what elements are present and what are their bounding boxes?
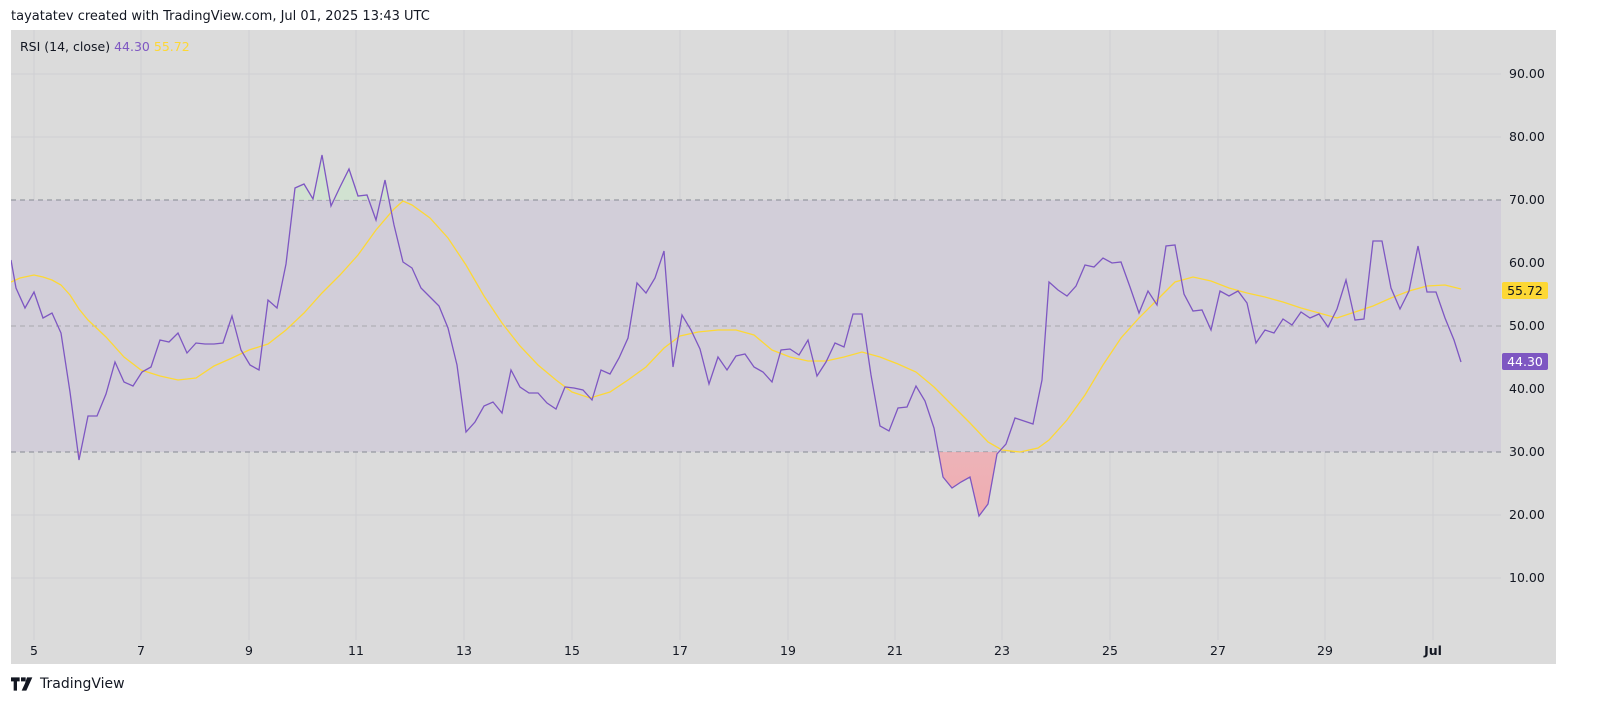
chart-caption: tayatatev created with TradingView.com, … xyxy=(11,9,430,24)
x-tick-label: 11 xyxy=(348,643,364,658)
brand-label: TradingView xyxy=(40,676,125,692)
indicator-name: RSI (14, close) xyxy=(20,39,111,54)
y-tick-label: 90.00 xyxy=(1509,66,1545,81)
x-tick-label: 19 xyxy=(780,643,796,658)
ma-value: 55.72 xyxy=(153,39,190,54)
y-tick-label: 40.00 xyxy=(1509,381,1545,396)
y-tick-label: 20.00 xyxy=(1509,507,1545,522)
x-tick-label: 5 xyxy=(30,643,38,658)
y-tick-label: 70.00 xyxy=(1509,192,1545,207)
x-tick-label: 15 xyxy=(564,643,580,658)
y-tick-label: 10.00 xyxy=(1509,570,1545,585)
y-tick-label: 60.00 xyxy=(1509,255,1545,270)
rsi-ma-line xyxy=(11,200,1462,453)
x-tick-label: 13 xyxy=(456,643,472,658)
tradingview-logo-icon xyxy=(11,677,33,691)
y-tick-label: 80.00 xyxy=(1509,129,1545,144)
x-tick-label: 17 xyxy=(672,643,688,658)
y-tick-label: 50.00 xyxy=(1509,318,1545,333)
ma-last-value-badge: 55.72 xyxy=(1502,282,1548,299)
y-tick-label: 30.00 xyxy=(1509,444,1545,459)
x-tick-label: 25 xyxy=(1102,643,1118,658)
x-tick-label: Jul xyxy=(1424,643,1442,658)
x-tick-label: 9 xyxy=(245,643,253,658)
rsi-line xyxy=(11,154,1462,518)
tradingview-branding[interactable]: TradingView xyxy=(11,676,125,692)
x-tick-label: 29 xyxy=(1317,643,1333,658)
x-tick-label: 21 xyxy=(887,643,903,658)
rsi-value: 44.30 xyxy=(114,39,150,54)
rsi-last-value-badge: 44.30 xyxy=(1502,353,1548,370)
x-tick-label: 23 xyxy=(994,643,1010,658)
indicator-legend[interactable]: RSI (14, close) 44.30 55.72 xyxy=(20,39,190,54)
x-tick-label: 7 xyxy=(137,643,145,658)
x-tick-label: 27 xyxy=(1210,643,1226,658)
